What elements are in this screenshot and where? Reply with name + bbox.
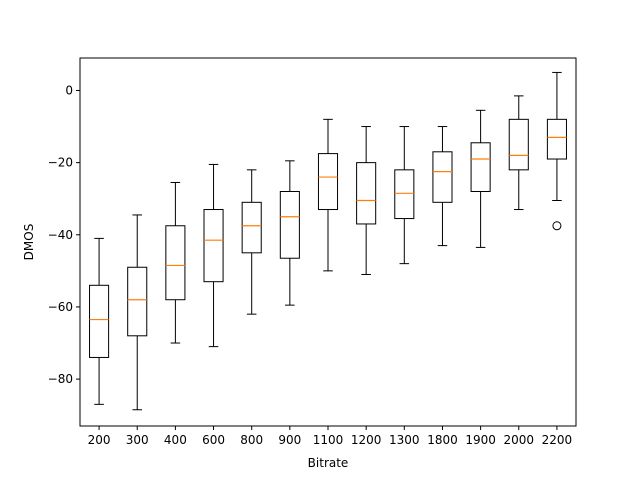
box-200 bbox=[89, 237, 110, 405]
y-tick-label: −60 bbox=[48, 300, 73, 314]
box-iqr bbox=[470, 142, 491, 192]
y-tick-label: −20 bbox=[48, 156, 73, 170]
y-tick-label: −40 bbox=[48, 228, 73, 242]
y-axis-label: DMOS bbox=[22, 224, 36, 261]
box-2200 bbox=[546, 71, 567, 231]
box-1800 bbox=[432, 126, 453, 247]
box-iqr bbox=[241, 201, 262, 254]
x-tick-label: 2000 bbox=[503, 433, 534, 447]
box-iqr bbox=[356, 162, 377, 225]
box-800 bbox=[241, 169, 262, 315]
box-iqr bbox=[203, 209, 224, 283]
x-axis-label: Bitrate bbox=[308, 456, 349, 470]
box-1100 bbox=[317, 118, 339, 272]
x-tick-label: 2200 bbox=[542, 433, 573, 447]
plot-area-frame bbox=[79, 57, 577, 427]
outlier-point bbox=[552, 221, 562, 231]
y-tick-label: 0 bbox=[65, 83, 73, 97]
box-iqr bbox=[89, 284, 110, 358]
box-1200 bbox=[356, 126, 377, 275]
box-300 bbox=[127, 214, 148, 411]
box-iqr bbox=[165, 225, 186, 301]
boxes-layer bbox=[89, 71, 567, 411]
box-iqr bbox=[127, 266, 148, 337]
x-tick-label: 800 bbox=[240, 433, 263, 447]
x-tick-label: 1100 bbox=[313, 433, 344, 447]
box-iqr bbox=[317, 153, 339, 211]
box-iqr bbox=[546, 118, 567, 160]
box-1300 bbox=[394, 126, 415, 265]
x-tick-label: 200 bbox=[88, 433, 111, 447]
box-iqr bbox=[432, 151, 453, 203]
box-400 bbox=[165, 181, 186, 344]
box-600 bbox=[203, 163, 224, 348]
box-1900 bbox=[470, 109, 491, 248]
box-iqr bbox=[279, 190, 300, 259]
x-tick-label: 400 bbox=[164, 433, 187, 447]
box-2000 bbox=[508, 95, 529, 211]
x-tick-label: 1800 bbox=[427, 433, 458, 447]
y-tick-label: −80 bbox=[48, 372, 73, 386]
x-ticks: 200 300 400 600 800 900 1100 1200 1300 1800 1900 20… bbox=[88, 426, 573, 447]
y-ticks: 0 −20 −40 −60 −80 bbox=[48, 83, 80, 386]
x-tick-label: 300 bbox=[126, 433, 149, 447]
x-tick-label: 1200 bbox=[351, 433, 382, 447]
box-900 bbox=[279, 160, 300, 306]
x-tick-label: 900 bbox=[278, 433, 301, 447]
box-iqr bbox=[394, 169, 415, 220]
x-tick-label: 600 bbox=[202, 433, 225, 447]
box-iqr bbox=[508, 118, 529, 171]
x-tick-label: 1900 bbox=[465, 433, 496, 447]
x-tick-label: 1300 bbox=[389, 433, 420, 447]
